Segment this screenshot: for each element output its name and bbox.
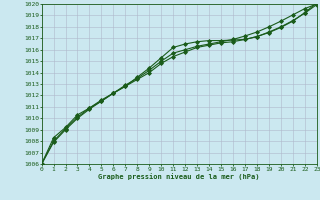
X-axis label: Graphe pression niveau de la mer (hPa): Graphe pression niveau de la mer (hPa)	[99, 173, 260, 180]
